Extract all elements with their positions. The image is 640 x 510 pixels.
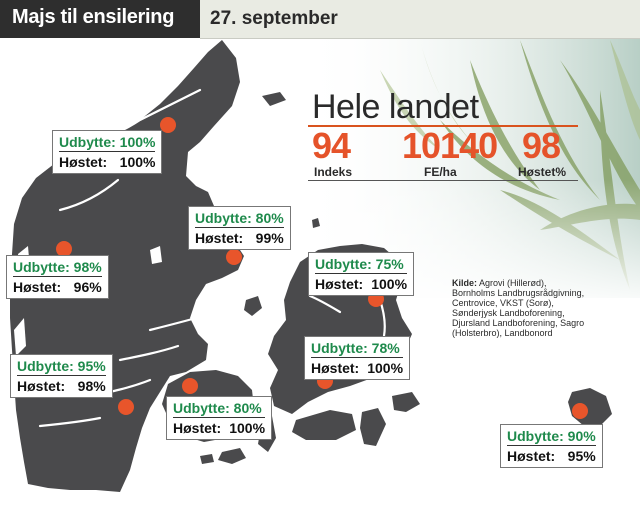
callout-harvested: Høstet: 100%: [315, 276, 408, 292]
callout-yield: Udbytte: 90%: [507, 428, 596, 446]
national-title: Hele landet: [312, 88, 479, 126]
location-dot-icon[interactable]: [182, 378, 198, 394]
callout-yield: Udbytte: 98%: [13, 259, 102, 277]
national-harvest-label: Høstet%: [518, 165, 567, 179]
region-callout-north-zealand[interactable]: Udbytte: 75% Høstet: 100%: [308, 252, 415, 296]
source-label: Kilde:: [452, 278, 478, 288]
callout-yield: Udbytte: 80%: [195, 210, 284, 228]
region-callout-funen[interactable]: Udbytte: 80% Høstet: 100%: [166, 396, 273, 440]
callout-harvested: Høstet: 100%: [59, 154, 156, 170]
source-note: Kilde: Agrovi (Hillerød), Bornholms Land…: [452, 278, 592, 338]
location-dot-icon[interactable]: [572, 403, 588, 419]
title-bar: Majs til ensilering: [0, 0, 200, 38]
callout-harvested: Høstet: 100%: [311, 360, 404, 376]
national-feha-label: FE/ha: [424, 165, 457, 179]
callout-harvested: Høstet: 100%: [173, 420, 266, 436]
national-feha-value: 10140: [402, 125, 498, 166]
page-title: Majs til ensilering: [12, 6, 175, 28]
callout-harvested: Høstet: 99%: [195, 230, 284, 246]
source-text: Agrovi (Hillerød), Bornholms Landbrugsrå…: [452, 278, 585, 338]
location-dot-icon[interactable]: [226, 249, 242, 265]
national-index-label: Indeks: [314, 165, 353, 179]
region-callout-south-jutland[interactable]: Udbytte: 95% Høstet: 98%: [10, 354, 113, 398]
location-dot-icon[interactable]: [160, 117, 176, 133]
callout-yield: Udbytte: 75%: [315, 256, 408, 274]
national-rule: [308, 125, 578, 127]
callout-yield: Udbytte: 80%: [173, 400, 266, 418]
callout-yield: Udbytte: 95%: [17, 358, 106, 376]
national-harvest-value: 98: [522, 125, 561, 166]
region-callout-zealand[interactable]: Udbytte: 78% Høstet: 100%: [304, 336, 411, 380]
callout-yield: Udbytte: 100%: [59, 134, 156, 152]
region-callout-west[interactable]: Udbytte: 98% Høstet: 96%: [6, 255, 109, 299]
national-rule-bottom: [308, 180, 578, 181]
region-callout-djursland[interactable]: Udbytte: 80% Høstet: 99%: [188, 206, 291, 250]
date-label: 27. september: [210, 8, 338, 29]
date-strip: 27. september: [200, 0, 640, 39]
region-callout-bornholm[interactable]: Udbytte: 90% Høstet: 95%: [500, 424, 603, 468]
national-index-value: 94: [312, 125, 351, 166]
region-callout-northwest[interactable]: Udbytte: 100% Høstet: 100%: [52, 130, 163, 174]
callout-harvested: Høstet: 98%: [17, 378, 106, 394]
callout-harvested: Høstet: 96%: [13, 279, 102, 295]
location-dot-icon[interactable]: [118, 399, 134, 415]
callout-yield: Udbytte: 78%: [311, 340, 404, 358]
location-dot-icon[interactable]: [56, 241, 72, 257]
callout-harvested: Høstet: 95%: [507, 448, 596, 464]
